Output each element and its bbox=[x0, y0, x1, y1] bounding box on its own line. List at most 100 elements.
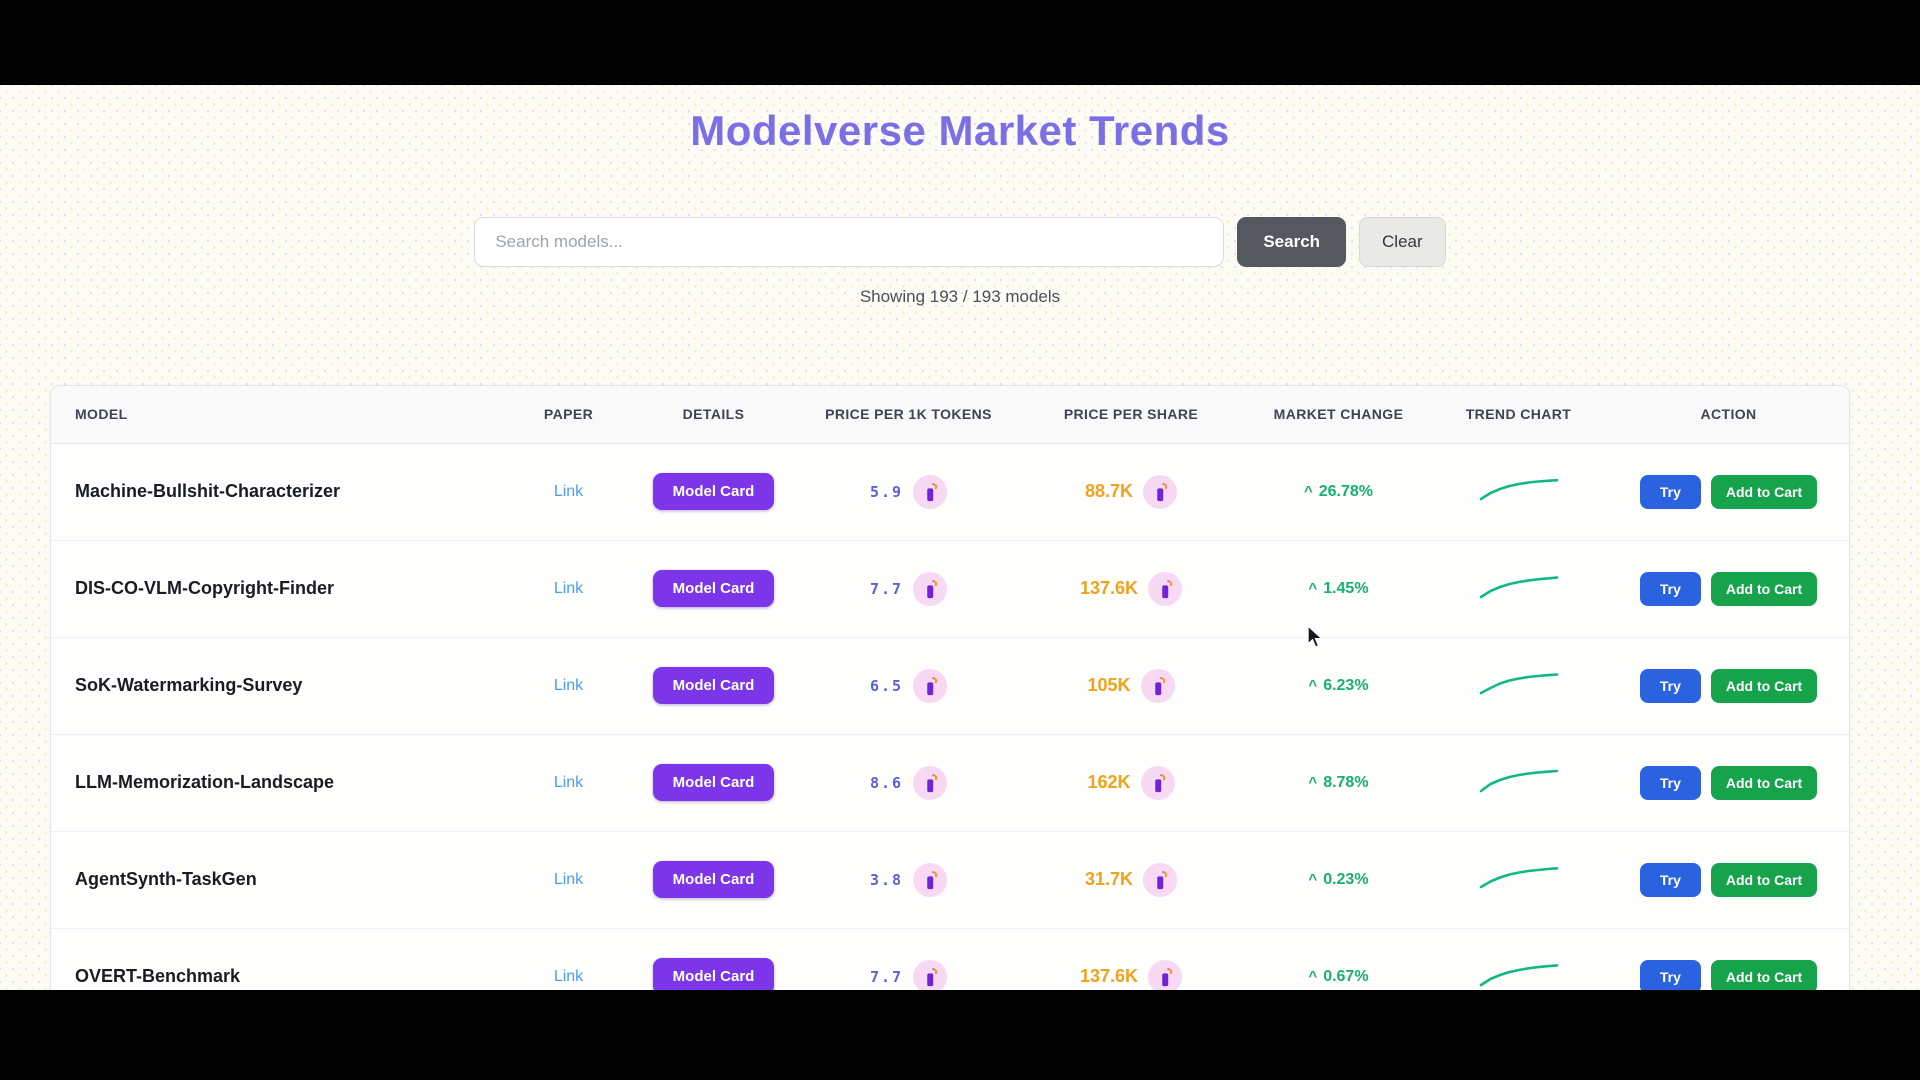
model-card-button[interactable]: Model Card bbox=[652, 570, 775, 607]
col-header-price-per-1k-tokens: PRICE PER 1K TOKENS bbox=[801, 386, 1016, 444]
change-percent: 0.23% bbox=[1323, 870, 1369, 888]
table-row: AgentSynth-TaskGen Link Model Card 3.8 bbox=[51, 830, 1849, 928]
add-to-cart-button[interactable]: Add to Cart bbox=[1710, 765, 1818, 800]
try-button[interactable]: Try bbox=[1639, 959, 1701, 990]
model-card-button[interactable]: Model Card bbox=[652, 473, 775, 510]
market-change-value: ^ 1.45% bbox=[1308, 580, 1368, 597]
col-header-action: ACTION bbox=[1606, 386, 1849, 444]
try-button[interactable]: Try bbox=[1639, 571, 1701, 606]
model-name: OVERT-Benchmark bbox=[75, 966, 241, 987]
models-table-card: MODEL PAPER DETAILS PRICE PER 1K TOKENS … bbox=[50, 385, 1850, 990]
trend-sparkline bbox=[1479, 867, 1558, 889]
try-button[interactable]: Try bbox=[1639, 474, 1701, 509]
table-row: OVERT-Benchmark Link Model Card 7.7 bbox=[51, 927, 1849, 990]
table-row: Machine-Bullshit-Characterizer Link Mode… bbox=[51, 443, 1849, 540]
model-name: SoK-Watermarking-Survey bbox=[75, 675, 303, 695]
price-per-1k-tokens-value: 8.6 bbox=[869, 773, 904, 792]
price-per-1k-tokens-value: 5.9 bbox=[869, 482, 904, 501]
page-title: Modelverse Market Trends bbox=[690, 107, 1230, 154]
model-card-button[interactable]: Model Card bbox=[652, 667, 775, 704]
market-change-value: ^ 26.78% bbox=[1304, 483, 1373, 500]
up-caret-icon: ^ bbox=[1308, 676, 1318, 694]
try-button[interactable]: Try bbox=[1639, 668, 1701, 703]
col-header-price-per-share: PRICE PER SHARE bbox=[1016, 386, 1246, 444]
model-name: Machine-Bullshit-Characterizer bbox=[75, 481, 341, 501]
change-percent: 26.78% bbox=[1318, 482, 1374, 500]
price-per-share-value: 137.6K bbox=[1079, 966, 1139, 987]
results-count: Showing 193 / 193 models bbox=[859, 287, 1061, 306]
table-row: SoK-Watermarking-Survey Link Model Card … bbox=[51, 636, 1849, 734]
table-header-row: MODEL PAPER DETAILS PRICE PER 1K TOKENS … bbox=[51, 386, 1849, 444]
price-per-1k-tokens-value: 6.5 bbox=[869, 676, 904, 695]
table-row: LLM-Memorization-Landscape Link Model Ca… bbox=[51, 733, 1849, 831]
try-button[interactable]: Try bbox=[1639, 765, 1701, 800]
add-to-cart-button[interactable]: Add to Cart bbox=[1710, 668, 1818, 703]
trend-sparkline bbox=[1479, 964, 1558, 987]
model-name: AgentSynth-TaskGen bbox=[75, 869, 257, 889]
paper-link[interactable]: Link bbox=[553, 676, 584, 694]
search-button[interactable]: Search bbox=[1237, 217, 1347, 267]
market-change-value: ^ 0.23% bbox=[1308, 871, 1368, 888]
change-percent: 8.78% bbox=[1323, 773, 1369, 791]
price-per-1k-tokens-value: 3.8 bbox=[869, 870, 904, 889]
up-caret-icon: ^ bbox=[1308, 773, 1318, 791]
candle-coin-icon bbox=[1140, 765, 1175, 800]
price-per-1k-tokens-value: 7.7 bbox=[869, 579, 904, 598]
paper-link[interactable]: Link bbox=[553, 773, 584, 791]
trend-sparkline bbox=[1479, 673, 1558, 695]
paper-link[interactable]: Link bbox=[553, 482, 584, 500]
col-header-market-change: MARKET CHANGE bbox=[1246, 386, 1431, 444]
up-caret-icon: ^ bbox=[1303, 482, 1313, 500]
candle-coin-icon bbox=[1140, 668, 1175, 703]
market-change-value: ^ 8.78% bbox=[1308, 774, 1368, 791]
paper-link[interactable]: Link bbox=[553, 579, 584, 597]
candle-coin-icon bbox=[1148, 571, 1183, 606]
clear-button[interactable]: Clear bbox=[1359, 217, 1446, 267]
change-percent: 0.67% bbox=[1323, 967, 1369, 985]
trend-sparkline bbox=[1479, 769, 1558, 793]
model-card-button[interactable]: Model Card bbox=[652, 958, 775, 990]
add-to-cart-button[interactable]: Add to Cart bbox=[1710, 474, 1818, 509]
table-row: DIS-CO-VLM-Copyright-Finder Link Model C… bbox=[51, 539, 1849, 637]
model-name: DIS-CO-VLM-Copyright-Finder bbox=[75, 578, 334, 598]
candle-coin-icon bbox=[913, 959, 948, 990]
price-per-1k-tokens-value: 7.7 bbox=[869, 967, 904, 986]
market-change-value: ^ 6.23% bbox=[1308, 677, 1368, 694]
col-header-trend-chart: TREND CHART bbox=[1431, 386, 1606, 444]
model-name: LLM-Memorization-Landscape bbox=[75, 772, 335, 792]
col-header-details: DETAILS bbox=[626, 386, 801, 444]
app-stage: Modelverse Market Trends Search Clear Sh… bbox=[0, 85, 1920, 990]
paper-link[interactable]: Link bbox=[553, 870, 584, 888]
models-table: MODEL PAPER DETAILS PRICE PER 1K TOKENS … bbox=[51, 386, 1849, 990]
trend-sparkline bbox=[1479, 576, 1558, 599]
paper-link[interactable]: Link bbox=[553, 967, 584, 985]
candle-coin-icon bbox=[913, 474, 948, 509]
search-input[interactable] bbox=[474, 217, 1225, 267]
trend-sparkline bbox=[1479, 478, 1558, 501]
candle-coin-icon bbox=[913, 862, 948, 897]
market-change-value: ^ 0.67% bbox=[1308, 968, 1368, 985]
up-caret-icon: ^ bbox=[1308, 967, 1318, 985]
mouse-cursor-icon bbox=[1306, 624, 1328, 654]
candle-coin-icon bbox=[1148, 959, 1183, 990]
search-bar: Search Clear bbox=[0, 217, 1920, 267]
table-body: Machine-Bullshit-Characterizer Link Mode… bbox=[51, 443, 1849, 990]
try-button[interactable]: Try bbox=[1639, 862, 1701, 897]
candle-coin-icon bbox=[913, 571, 948, 606]
add-to-cart-button[interactable]: Add to Cart bbox=[1710, 959, 1818, 990]
col-header-model: MODEL bbox=[51, 386, 511, 444]
col-header-paper: PAPER bbox=[511, 386, 626, 444]
candle-coin-icon bbox=[1143, 474, 1178, 509]
add-to-cart-button[interactable]: Add to Cart bbox=[1710, 862, 1818, 897]
candle-coin-icon bbox=[913, 668, 948, 703]
price-per-share-value: 137.6K bbox=[1079, 578, 1139, 598]
model-card-button[interactable]: Model Card bbox=[652, 861, 775, 898]
add-to-cart-button[interactable]: Add to Cart bbox=[1710, 571, 1818, 606]
price-per-share-value: 31.7K bbox=[1084, 869, 1134, 889]
up-caret-icon: ^ bbox=[1308, 870, 1318, 888]
model-card-button[interactable]: Model Card bbox=[652, 764, 775, 801]
candle-coin-icon bbox=[1143, 862, 1178, 897]
price-per-share-value: 162K bbox=[1087, 772, 1131, 792]
up-caret-icon: ^ bbox=[1308, 579, 1318, 597]
change-percent: 1.45% bbox=[1323, 579, 1369, 597]
